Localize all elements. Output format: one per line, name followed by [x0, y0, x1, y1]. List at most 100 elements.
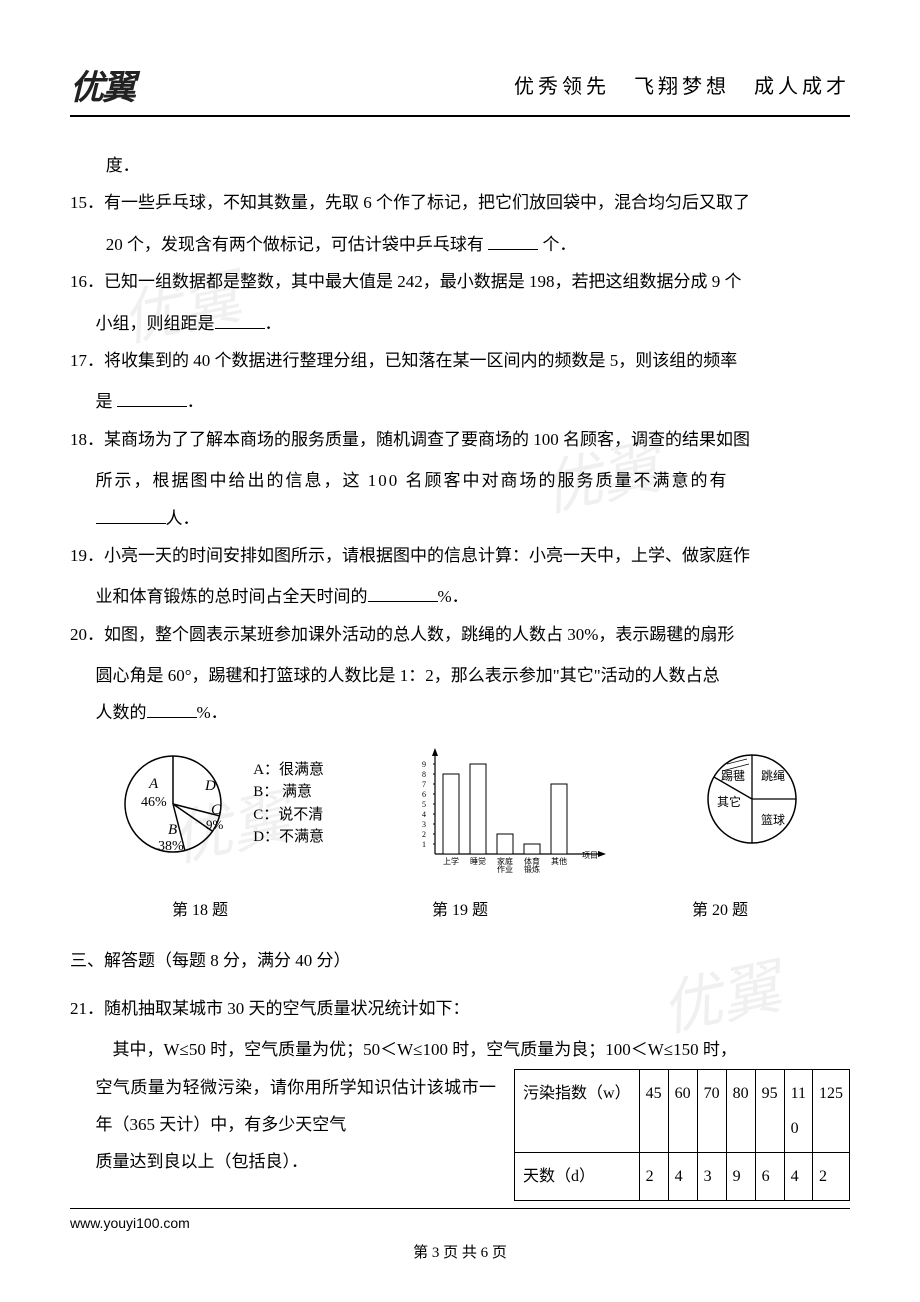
fig18-caption: 第 18 题: [70, 893, 330, 928]
q20-cont2: 人数的%．: [70, 694, 850, 731]
svg-text:7: 7: [422, 780, 426, 789]
th-w: 污染指数（w）: [515, 1069, 640, 1152]
q15-l2: 20 个，发现含有两个做标记，可估计袋中乒乓球有: [106, 235, 484, 254]
table-row: 污染指数（w） 45 60 70 80 95 110 125: [515, 1069, 850, 1152]
q21: 21．随机抽取某城市 30 天的空气质量状况统计如下：: [70, 990, 850, 1027]
figures-row: A 46% D C 9% B 38% A：很满意 B： 满意 C：说不清 D：不…: [70, 744, 850, 887]
svg-text:9: 9: [422, 760, 426, 769]
q20-num: 20．: [70, 625, 104, 644]
logo: 优翼: [70, 60, 134, 109]
legend-d: D：不满意: [253, 826, 324, 849]
legend-b: B： 满意: [253, 781, 324, 804]
q17-tail: ．: [187, 392, 204, 411]
q19-unit: %．: [438, 587, 469, 606]
td: 60: [668, 1069, 697, 1152]
svg-text:B: B: [168, 822, 177, 838]
q18-cont: 所示，根据图中给出的信息，这 100 名顾客中对商场的服务质量不满意的有: [70, 462, 850, 499]
q19-l2: 业和体育锻炼的总时间占全天时间的: [96, 587, 368, 606]
q18: 18．某商场为了了解本商场的服务质量，随机调查了要商场的 100 名顾客，调查的…: [70, 421, 850, 458]
q19: 19．小亮一天的时间安排如图所示，请根据图中的信息计算：小亮一天中，上学、做家庭…: [70, 537, 850, 574]
svg-text:5: 5: [422, 800, 426, 809]
td: 9: [726, 1152, 755, 1200]
q19-l1: 小亮一天的时间安排如图所示，请根据图中的信息计算：小亮一天中，上学、做家庭作: [104, 546, 750, 565]
q16-blank: [215, 311, 265, 329]
q18-num: 18．: [70, 430, 104, 449]
svg-text:睡觉: 睡觉: [470, 856, 486, 866]
q17-l1: 将收集到的 40 个数据进行整理分组，已知落在某一区间内的频数是 5，则该组的频…: [104, 351, 737, 370]
q15: 15．有一些乒乓球，不知其数量，先取 6 个作了标记，把它们放回袋中，混合均匀后…: [70, 184, 850, 221]
td: 110: [784, 1069, 812, 1152]
td: 80: [726, 1069, 755, 1152]
q21-l2: 其中，W≤50 时，空气质量为优；50＜W≤100 时，空气质量为良；100＜W…: [70, 1031, 850, 1068]
q21-body: 污染指数（w） 45 60 70 80 95 110 125 天数（d） 2 4…: [70, 1069, 850, 1202]
svg-text:跳绳: 跳绳: [761, 769, 785, 783]
svg-text:6: 6: [422, 790, 426, 799]
fig18-pie: A 46% D C 9% B 38%: [113, 744, 243, 864]
q21-l1: 随机抽取某城市 30 天的空气质量状况统计如下：: [104, 999, 470, 1018]
q17-blank: [117, 389, 187, 407]
q20-l3: 人数的: [96, 703, 147, 722]
svg-text:锻炼: 锻炼: [524, 864, 540, 874]
svg-text:4: 4: [422, 810, 426, 819]
q21-table: 污染指数（w） 45 60 70 80 95 110 125 天数（d） 2 4…: [514, 1069, 850, 1202]
q15-l1: 有一些乒乓球，不知其数量，先取 6 个作了标记，把它们放回袋中，混合均匀后又取了: [104, 193, 750, 212]
q19-blank: [368, 584, 438, 602]
td: 45: [639, 1069, 668, 1152]
td: 95: [755, 1069, 784, 1152]
th-d: 天数（d）: [515, 1152, 640, 1200]
q20-blank: [147, 700, 197, 718]
q15-unit: 个．: [542, 235, 576, 254]
td: 4: [784, 1152, 812, 1200]
legend-c: C：说不清: [253, 804, 324, 827]
q15-cont: 20 个，发现含有两个做标记，可估计袋中乒乓球有 个．: [70, 226, 850, 263]
td: 6: [755, 1152, 784, 1200]
q16-l2: 小组，则组距是: [96, 314, 215, 333]
q17: 17．将收集到的 40 个数据进行整理分组，已知落在某一区间内的频数是 5，则该…: [70, 342, 850, 379]
svg-text:D: D: [204, 778, 216, 794]
q16: 16．已知一组数据都是整数，其中最大值是 242，最小数据是 198，若把这组数…: [70, 263, 850, 300]
td: 70: [697, 1069, 726, 1152]
svg-text:篮球: 篮球: [761, 812, 785, 827]
q16-l1: 已知一组数据都是整数，其中最大值是 242，最小数据是 198，若把这组数据分成…: [104, 272, 742, 291]
svg-text:项目: 项目: [582, 851, 598, 860]
svg-text:1: 1: [422, 840, 426, 849]
fig20-pie: 踢毽 跳绳 篮球 其它: [697, 744, 807, 854]
q19-cont: 业和体育锻炼的总时间占全天时间的 %．: [70, 578, 850, 615]
q20: 20．如图，整个圆表示某班参加课外活动的总人数，跳绳的人数占 30%，表示踢毽的…: [70, 616, 850, 653]
q16-tail: ．: [265, 314, 282, 333]
q-prev-cont: 度．: [70, 147, 850, 184]
q21-num: 21．: [70, 999, 104, 1018]
svg-text:8: 8: [422, 770, 426, 779]
q16-cont: 小组，则组距是 ．: [70, 305, 850, 342]
q17-cont: 是 ．: [70, 383, 850, 420]
fig18-legend: A：很满意 B： 满意 C：说不清 D：不满意: [253, 759, 324, 849]
td: 4: [668, 1152, 697, 1200]
fig19-bar: 1 2 3 4 5 6 7 8 9: [410, 744, 610, 874]
q15-num: 15．: [70, 193, 104, 212]
fig20: 踢毽 跳绳 篮球 其它: [697, 744, 807, 867]
q20-l2: 圆心角是 60°，踢毽和打篮球的人数比是 1：2，那么表示参加"其它"活动的人数…: [96, 666, 720, 685]
q16-num: 16．: [70, 272, 104, 291]
td: 2: [813, 1152, 850, 1200]
q18-cont2: 人．: [70, 500, 850, 537]
svg-text:38%: 38%: [158, 839, 184, 854]
q15-blank: [488, 232, 538, 250]
fig18: A 46% D C 9% B 38% A：很满意 B： 满意 C：说不清 D：不…: [113, 744, 324, 864]
q18-blank: [96, 506, 166, 524]
q21-table-wrap: 污染指数（w） 45 60 70 80 95 110 125 天数（d） 2 4…: [514, 1069, 850, 1202]
fig19: 1 2 3 4 5 6 7 8 9: [410, 744, 610, 887]
q18-unit: 人．: [166, 509, 200, 528]
table-row: 天数（d） 2 4 3 9 6 4 2: [515, 1152, 850, 1200]
body: 度． 15．有一些乒乓球，不知其数量，先取 6 个作了标记，把它们放回袋中，混合…: [70, 147, 850, 1201]
q18-l2: 所示，根据图中给出的信息，这 100 名顾客中对商场的服务质量不满意的有: [96, 471, 729, 490]
section3: 三、解答题（每题 8 分，满分 40 分）: [70, 942, 850, 979]
svg-text:踢毽: 踢毽: [721, 769, 745, 783]
q18-l1: 某商场为了了解本商场的服务质量，随机调查了要商场的 100 名顾客，调查的结果如…: [104, 430, 750, 449]
svg-text:其它: 其它: [717, 794, 741, 809]
q17-num: 17．: [70, 351, 104, 370]
footer-url: www.youyi100.com: [70, 1215, 850, 1231]
legend-a: A：很满意: [253, 759, 324, 782]
svg-text:9%: 9%: [206, 817, 224, 832]
svg-text:A: A: [148, 776, 159, 792]
footer-rule: [70, 1208, 850, 1209]
